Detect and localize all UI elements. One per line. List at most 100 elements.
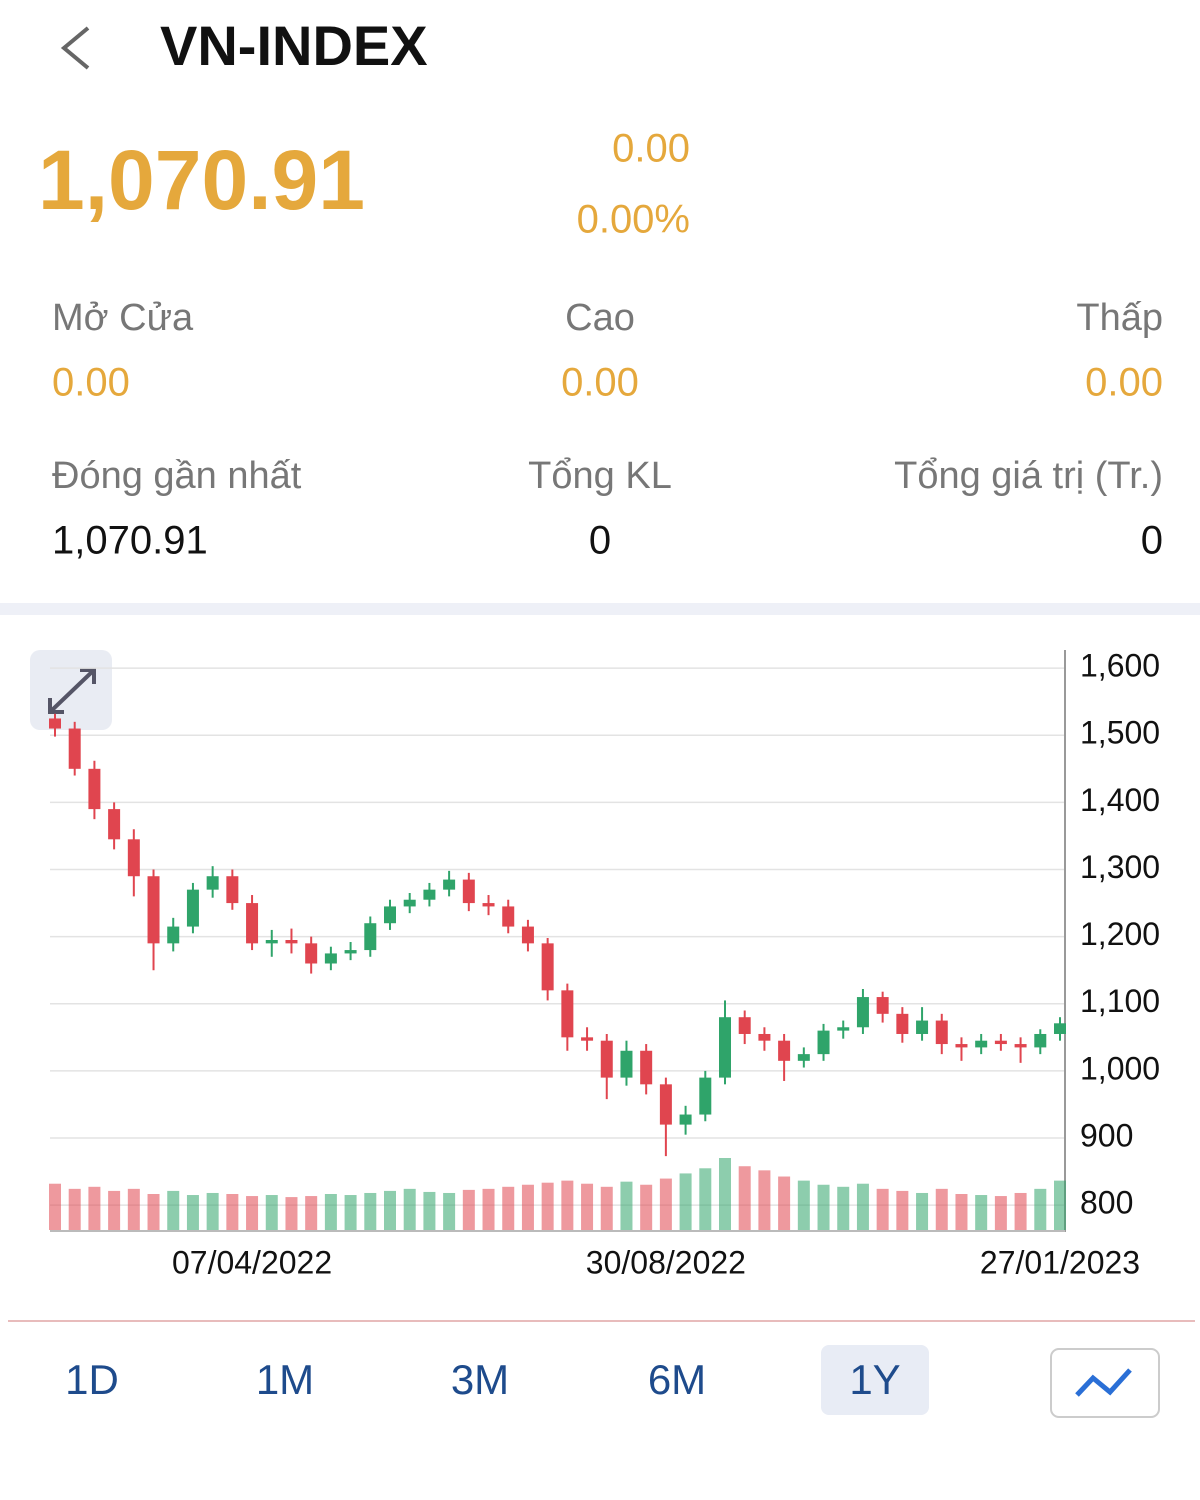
volume-bar	[856, 1183, 869, 1230]
volume-bar	[1034, 1188, 1047, 1230]
volume-bar	[659, 1178, 672, 1230]
candle-body	[49, 718, 61, 729]
candle-body	[206, 876, 219, 890]
back-button[interactable]	[60, 26, 90, 70]
volume-bar	[502, 1186, 515, 1230]
volume-bar	[797, 1180, 810, 1230]
title: VN-INDEX	[160, 14, 428, 77]
volume-bar	[975, 1195, 988, 1230]
volume-bar	[561, 1180, 574, 1230]
volume-bar	[206, 1192, 219, 1230]
candle-body	[423, 889, 436, 900]
period-button[interactable]: 6M	[648, 1356, 706, 1403]
volume-bar	[226, 1194, 239, 1230]
stat-label: Cao	[565, 297, 635, 339]
candle-body	[600, 1040, 613, 1078]
volume-bar	[876, 1188, 889, 1230]
stat-label: Đóng gần nhất	[52, 455, 302, 497]
candle-body	[679, 1114, 692, 1125]
candle-body	[778, 1040, 791, 1061]
chart-type-button[interactable]	[1050, 1348, 1160, 1418]
volume-bar	[955, 1194, 968, 1230]
candle-body	[758, 1033, 771, 1041]
candle-body	[699, 1077, 712, 1115]
change: 0.00	[612, 127, 690, 171]
y-tick-label: 1,000	[1080, 1050, 1160, 1086]
candle-body	[935, 1020, 948, 1045]
volume-bar	[482, 1188, 495, 1230]
candle-body	[581, 1037, 594, 1041]
volume-bar	[246, 1196, 259, 1230]
period-button[interactable]: 1Y	[849, 1356, 900, 1403]
volume-bar	[738, 1166, 751, 1230]
candle-body	[403, 899, 416, 907]
period-button[interactable]: 1M	[256, 1356, 314, 1403]
volume-bar	[305, 1196, 318, 1230]
volume-bar	[994, 1196, 1007, 1230]
candle-body	[384, 906, 396, 924]
stat-value: 0	[1141, 519, 1163, 563]
stat-value: 0.00	[52, 361, 130, 405]
candle-body	[167, 926, 180, 944]
volume-bar	[462, 1189, 475, 1230]
volume-bar	[1014, 1192, 1027, 1230]
candle-body	[482, 903, 495, 907]
volume-bar	[896, 1190, 909, 1230]
separator	[0, 603, 1200, 615]
candle-body	[994, 1040, 1007, 1045]
volume-bar	[916, 1192, 929, 1230]
y-tick-label: 1,300	[1080, 849, 1160, 885]
volume-bar	[49, 1183, 61, 1230]
stat-label: Mở Cửa	[52, 297, 194, 339]
stat-value: 0	[589, 519, 611, 563]
candle-body	[246, 903, 259, 944]
stat-value: 0.00	[561, 361, 639, 405]
candle-body	[856, 997, 869, 1028]
volume-bar	[403, 1188, 416, 1230]
volume-bar	[127, 1188, 140, 1230]
volume-bar	[423, 1191, 436, 1230]
candle-body	[561, 990, 574, 1038]
candle-body	[620, 1050, 633, 1078]
period-button[interactable]: 1D	[65, 1356, 119, 1403]
candle-body	[659, 1084, 672, 1125]
y-tick-label: 1,100	[1080, 983, 1160, 1019]
candle-body	[265, 940, 278, 944]
candle-body	[108, 809, 121, 840]
stat-label: Tổng KL	[528, 455, 672, 497]
candle-body	[975, 1040, 988, 1048]
candle-body	[324, 953, 337, 964]
candle-body	[1054, 1023, 1066, 1034]
stat-label: Thấp	[1076, 297, 1163, 339]
candle-body	[443, 879, 456, 890]
y-tick-label: 1,200	[1080, 916, 1160, 952]
volume-bar	[817, 1184, 830, 1230]
volume-bar	[147, 1194, 160, 1230]
stat-label: Tổng giá trị (Tr.)	[894, 455, 1163, 497]
candle-body	[955, 1044, 968, 1048]
candle-body	[916, 1020, 929, 1034]
volume-bar	[758, 1170, 771, 1230]
change-pct: 0.00%	[577, 198, 690, 242]
volume-bar	[699, 1168, 712, 1230]
candle-body	[285, 940, 298, 944]
volume-bar	[265, 1195, 278, 1230]
candle-body	[1034, 1033, 1047, 1048]
x-tick-label: 27/01/2023	[980, 1244, 1140, 1280]
candle-body	[364, 923, 377, 951]
volume-bar	[186, 1195, 199, 1230]
candle-body	[521, 926, 534, 944]
candle-body	[226, 876, 239, 904]
candle-body	[502, 906, 515, 927]
candle-body	[719, 1017, 731, 1078]
y-tick-label: 1,500	[1080, 715, 1160, 751]
period-active	[821, 1345, 929, 1415]
x-tick-label: 30/08/2022	[586, 1244, 746, 1280]
volume-bar	[600, 1186, 613, 1230]
candle-body	[738, 1017, 751, 1034]
candle-body	[462, 879, 475, 904]
period-button[interactable]: 3M	[451, 1356, 509, 1403]
y-tick-label: 900	[1080, 1117, 1133, 1153]
candle-body	[640, 1050, 653, 1085]
